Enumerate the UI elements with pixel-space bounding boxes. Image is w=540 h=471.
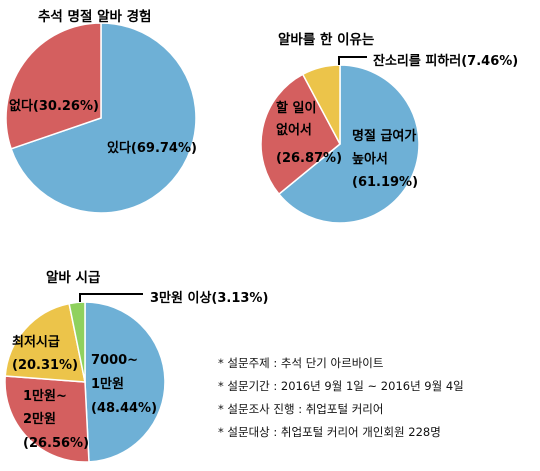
- data-label-nothing-to-do: 할 일이 없어서 (26.87%): [276, 100, 342, 166]
- data-label-minimum-wage: 최저시급 (20.31%): [12, 335, 78, 373]
- pie-slice-avoid-nagging: [301, 64, 341, 145]
- survey-note-period: * 설문기간 : 2016년 9월 1일 ~ 2016년 9월 4일: [218, 379, 464, 393]
- chart-title-experience: 추석 명절 알바 경험: [38, 8, 151, 25]
- pie-slice-7000-10000: [84, 301, 166, 463]
- pie-chart-alba-experience: [5, 22, 197, 214]
- chart-title-reason: 알바를 한 이유는: [278, 31, 375, 48]
- pie-slice-no: [5, 22, 102, 150]
- pie-slice-minimum-wage: [4, 302, 86, 383]
- data-label-no: 없다(30.26%): [9, 98, 99, 114]
- data-label-over-30000: 3만원 이상(3.13%): [150, 290, 268, 306]
- chart-title-wage: 알바 시급: [46, 270, 101, 286]
- pie-chart-alba-reason: [260, 64, 420, 224]
- data-label-7000-10000: 7000~ 1만원 (48.44%): [91, 353, 157, 416]
- survey-note-conductor: * 설문조사 진행 : 취업포털 커리어: [218, 402, 384, 416]
- data-label-high-pay: 명절 급여가 높아서 (61.19%): [352, 128, 421, 190]
- data-label-10000-20000: 1만원~ 2만원 (26.56%): [23, 388, 89, 451]
- survey-note-topic: * 설문주제 : 추석 단기 아르바이트: [218, 356, 384, 370]
- survey-note-target: * 설문대상 : 취업포털 커리어 개인회원 228명: [218, 425, 441, 439]
- pie-slice-yes: [10, 22, 197, 214]
- data-label-yes: 있다(69.74%): [107, 140, 197, 156]
- pie-slice-10000-20000: [4, 375, 90, 463]
- pie-slice-nothing-to-do: [260, 73, 341, 196]
- pie-slice-high-pay: [277, 64, 420, 224]
- leader-line-avoid-nagging: [338, 56, 367, 65]
- leader-line-over-30000: [79, 293, 143, 302]
- pie-chart-hourly-wage: [4, 301, 166, 463]
- pie-slice-over-30000: [68, 301, 86, 383]
- survey-notes: * 설문주제 : 추석 단기 아르바이트 * 설문기간 : 2016년 9월 1…: [218, 352, 464, 444]
- data-label-avoid-nagging: 잔소리를 피하러(7.46%): [373, 53, 518, 69]
